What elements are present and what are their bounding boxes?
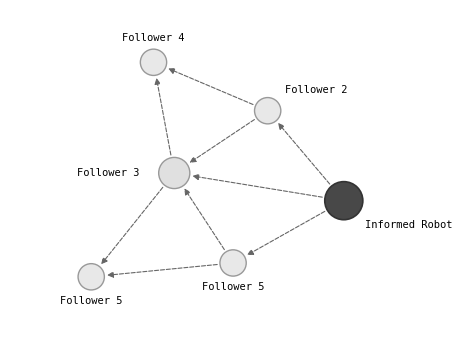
Text: Follower 4: Follower 4 [122,33,185,43]
Text: Follower 5: Follower 5 [202,282,264,292]
Text: Informed Robot: Informed Robot [364,220,452,230]
Circle shape [325,182,363,220]
Circle shape [254,98,281,124]
Text: Follower 3: Follower 3 [77,168,140,178]
Text: Follower 2: Follower 2 [285,85,347,95]
Circle shape [140,49,167,75]
Text: Follower 5: Follower 5 [60,296,122,306]
Circle shape [159,157,190,189]
Circle shape [78,264,104,290]
Circle shape [220,250,246,276]
